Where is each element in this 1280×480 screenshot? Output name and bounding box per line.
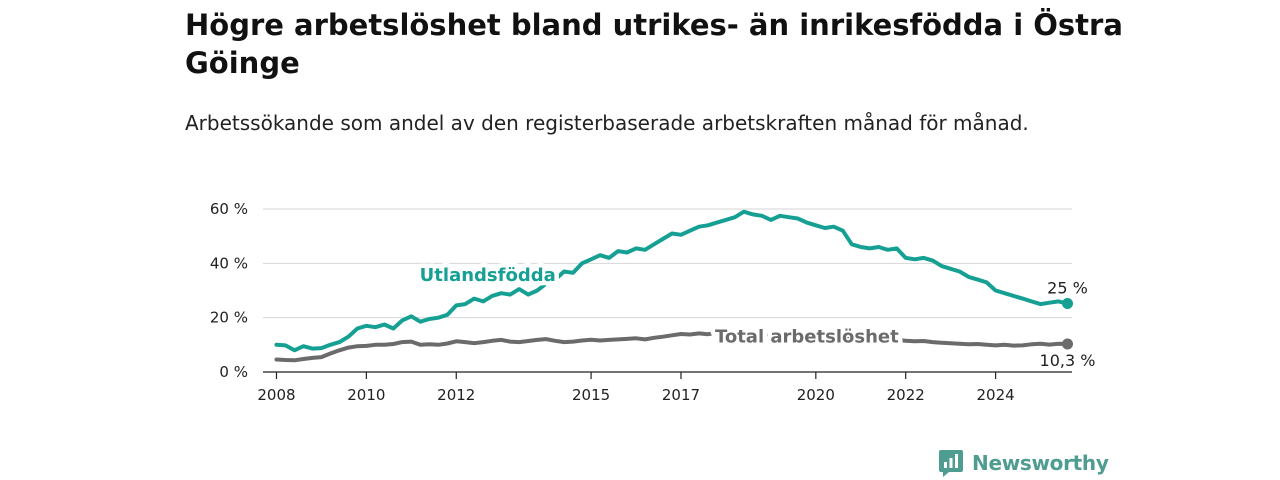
y-tick-label: 40 % [210, 254, 248, 272]
newsworthy-logo: Newsworthy [938, 448, 1109, 478]
series-end-label: 10,3 % [1040, 351, 1096, 370]
series-name-utlandsfodda: Utlandsfödda [420, 265, 556, 286]
x-tick-label: 2012 [437, 386, 475, 404]
series-name-halo: Total arbetslöshet [715, 327, 899, 348]
x-tick-label: 2017 [662, 386, 700, 404]
series-end-label: 25 % [1047, 279, 1088, 298]
axes: 0 % 20 % 40 % 60 % 2008 2010 2012 2015 2017 2020 2… [210, 200, 1015, 404]
y-tick-label: 60 % [210, 200, 248, 218]
x-tick-label: 2020 [797, 386, 835, 404]
grid-lines [263, 208, 1072, 373]
newsworthy-logo-icon [939, 450, 963, 477]
series-name-halo: Utlandsfödda [420, 265, 556, 286]
series-line-total [274, 329, 1070, 363]
brand-name: Newsworthy [972, 451, 1109, 475]
series-end-point [1062, 298, 1074, 310]
chart-subtitle: Arbetssökande som andel av den registerb… [185, 111, 1029, 135]
series-lines [274, 209, 1074, 363]
series-name-total: Total arbetslöshet [715, 327, 899, 348]
y-tick-label: 20 % [210, 309, 248, 327]
x-tick-label: 2010 [347, 386, 385, 404]
y-tick-label: 0 % [219, 363, 248, 381]
series-line-utlandsfodda [274, 209, 1070, 353]
x-tick-label: 2024 [977, 386, 1015, 404]
x-tick-label: 2022 [887, 386, 925, 404]
chart-title: Högre arbetslöshet bland utrikes- än inr… [185, 8, 1123, 80]
x-tick-label: 2015 [572, 386, 610, 404]
series-end-point [1062, 338, 1074, 350]
x-tick-label: 2008 [257, 386, 295, 404]
series-labels: 25 %10,3 %UtlandsföddaUtlandsföddaTotal … [415, 260, 1096, 370]
